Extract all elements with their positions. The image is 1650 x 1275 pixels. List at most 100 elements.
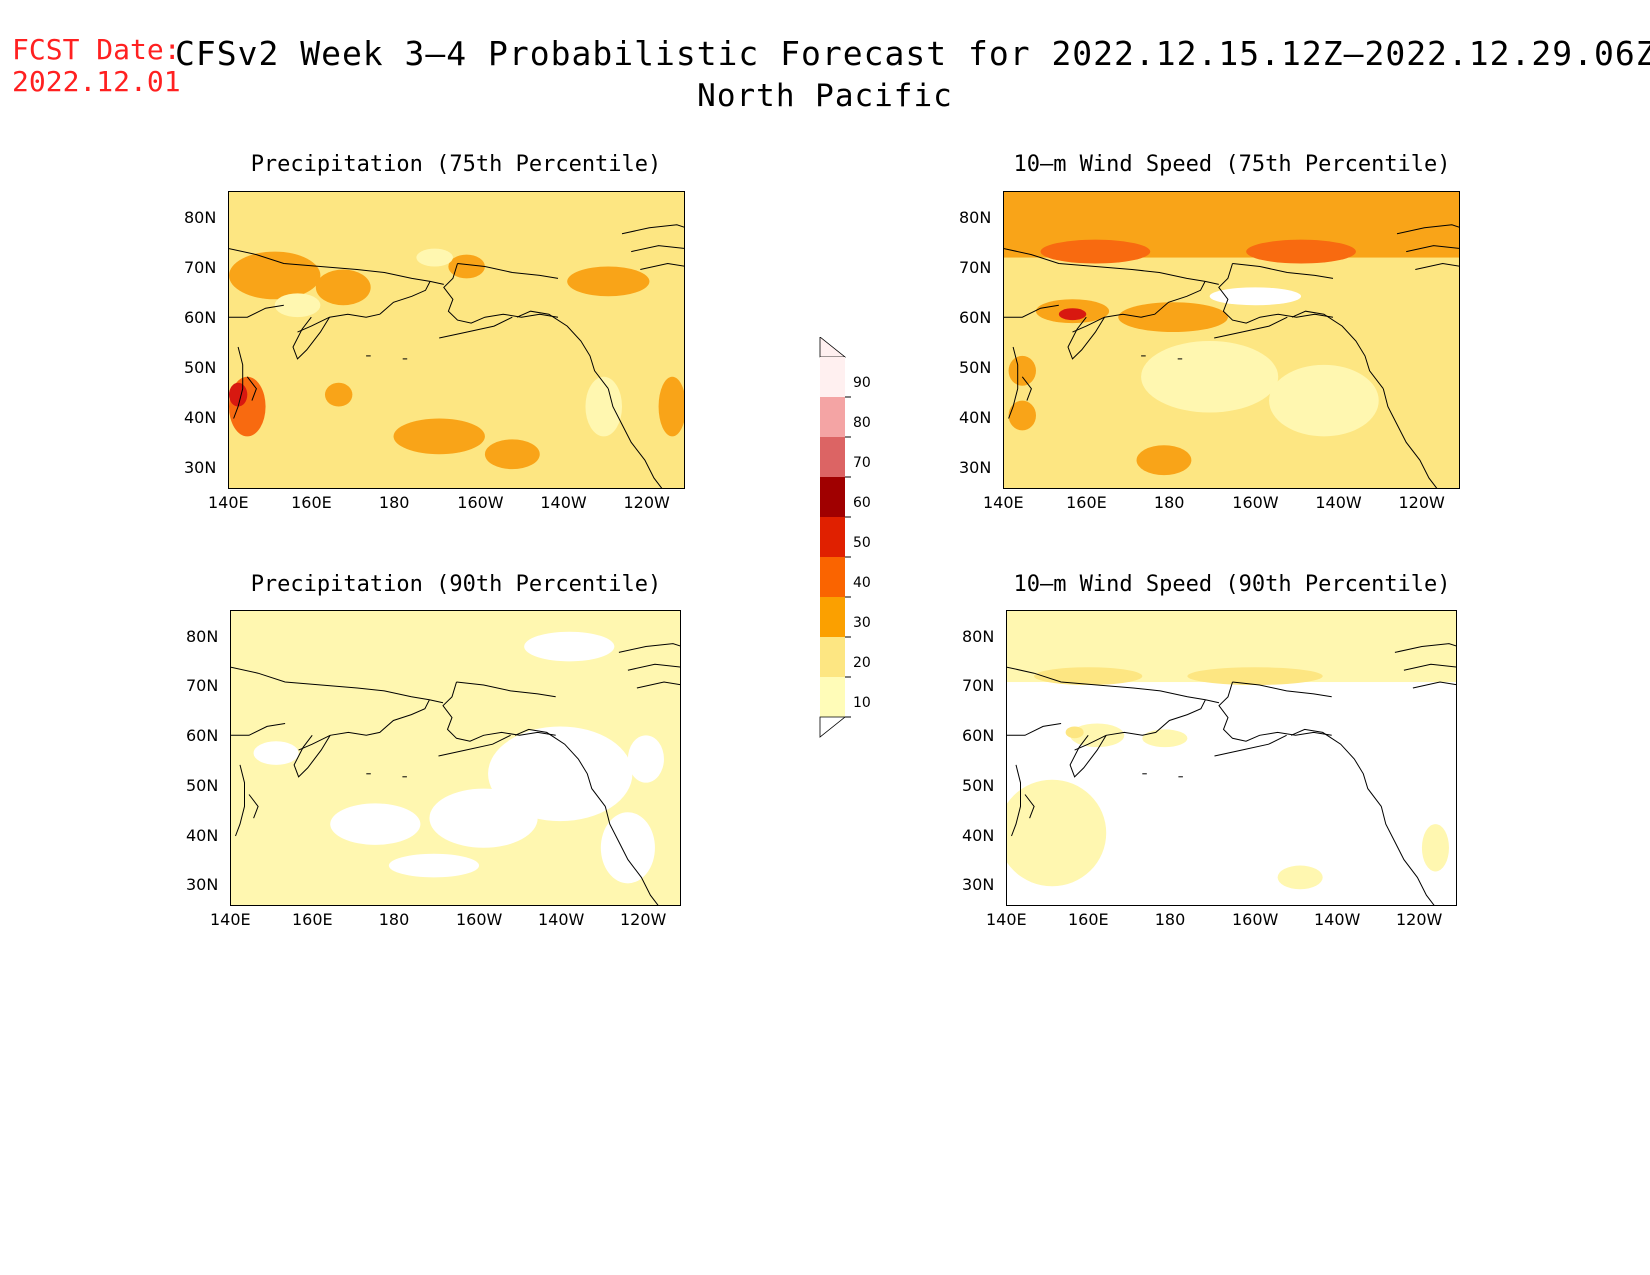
shaded-region <box>1209 287 1302 306</box>
lat-tick-label: 80N <box>186 626 219 646</box>
map-plot <box>1003 191 1460 489</box>
lat-tick-label: 30N <box>962 875 995 895</box>
map-plot <box>1006 610 1457 906</box>
colorbar-label: 10 <box>853 695 871 711</box>
coastline <box>438 734 511 757</box>
shaded-region <box>1277 865 1323 890</box>
page-title: CFSv2 Week 3–4 Probabilistic Forecast fo… <box>175 34 1650 73</box>
lon-tick-label: 140E <box>986 910 1027 929</box>
coastline <box>439 316 513 339</box>
coastline <box>1004 304 1059 318</box>
shaded-region <box>1142 729 1188 748</box>
colorbar-swatch <box>820 637 845 677</box>
lon-tick-label: 160E <box>292 910 333 929</box>
shaded-region <box>388 853 480 878</box>
coastline <box>1214 734 1287 757</box>
lon-tick-label: 160W <box>456 910 503 929</box>
lat-tick-label: 80N <box>959 207 992 227</box>
coastline <box>1007 723 1062 736</box>
lat-tick-label: 70N <box>962 676 995 696</box>
region-subtitle: North Pacific <box>697 78 953 114</box>
lat-tick-label: 40N <box>959 408 992 428</box>
lon-tick-label: 140E <box>208 493 249 512</box>
shaded-region <box>229 382 248 407</box>
lon-tick-label: 140W <box>1314 910 1361 929</box>
lon-tick-label: 140W <box>538 910 585 929</box>
coastline <box>604 806 659 905</box>
lon-tick-label: 180 <box>378 493 410 512</box>
lat-tick-label: 70N <box>959 257 992 277</box>
colorbar-label: 50 <box>853 535 871 551</box>
coastline <box>621 224 684 235</box>
panel-title: 10–m Wind Speed (90th Percentile) <box>1013 572 1451 597</box>
coastline <box>1406 245 1459 253</box>
shaded-region <box>429 788 538 848</box>
shaded-region <box>1008 400 1036 431</box>
panel-title: Precipitation (90th Percentile) <box>250 572 662 597</box>
colorbar-top-arrow <box>819 336 847 358</box>
coastline <box>457 263 559 279</box>
coastline <box>1415 262 1459 270</box>
coastline <box>231 666 444 704</box>
colorbar-bottom-arrow <box>819 716 847 738</box>
coastline <box>514 728 606 807</box>
shaded-region <box>1421 824 1449 872</box>
coastline <box>1218 681 1332 742</box>
lon-tick-label: 160E <box>1068 910 1109 929</box>
shaded-region <box>253 741 299 765</box>
lon-tick-label: 160W <box>457 493 504 512</box>
shaded-region <box>229 251 321 300</box>
coastline <box>297 281 431 333</box>
coastline <box>1214 316 1288 339</box>
coastline <box>1069 734 1107 778</box>
colorbar-label: 90 <box>853 375 871 391</box>
panel-title: Precipitation (75th Percentile) <box>250 152 662 177</box>
coastline <box>1232 681 1332 698</box>
coastline <box>1007 666 1220 704</box>
lat-tick-label: 50N <box>959 358 992 377</box>
shaded-region <box>1141 341 1279 413</box>
map-plot <box>228 191 685 489</box>
coastline <box>235 764 245 837</box>
forecast-date-label: FCST Date: <box>12 33 181 66</box>
shaded-region <box>324 382 353 407</box>
colorbar-graphic <box>819 336 851 738</box>
shaded-region <box>1007 779 1107 887</box>
forecast-date-value: 2022.12.01 <box>12 65 181 98</box>
coastline <box>233 346 244 419</box>
colorbar-swatch <box>820 477 845 517</box>
coastline <box>640 262 684 270</box>
lat-tick-label: 60N <box>186 726 219 746</box>
coastline <box>1412 681 1456 689</box>
panel-title: 10–m Wind Speed (75th Percentile) <box>1013 152 1451 177</box>
coastline <box>1403 663 1456 671</box>
lat-tick-label: 60N <box>184 307 217 327</box>
lon-tick-label: 160E <box>1066 493 1107 512</box>
lat-tick-label: 30N <box>184 458 217 478</box>
shaded-region <box>658 376 684 437</box>
coastline <box>1290 728 1382 807</box>
shaded-region <box>274 293 321 318</box>
lon-tick-label: 120W <box>1396 910 1443 929</box>
shaded-region <box>585 376 623 437</box>
colorbar-label: 60 <box>853 495 871 511</box>
coastline <box>229 304 284 318</box>
coastline <box>1396 224 1459 235</box>
coastline <box>229 248 444 285</box>
shaded-region <box>1040 239 1151 264</box>
shaded-region <box>1118 302 1228 333</box>
shaded-region <box>1246 239 1356 264</box>
coastline <box>627 663 680 671</box>
shaded-region <box>1034 667 1143 685</box>
shaded-region <box>627 735 664 783</box>
lon-tick-label: 160W <box>1232 493 1279 512</box>
shaded-region <box>1008 355 1036 386</box>
coastline <box>1394 643 1456 653</box>
lat-tick-label: 60N <box>962 726 995 746</box>
coastline <box>631 245 684 253</box>
coastline <box>1024 794 1035 819</box>
coastline <box>231 723 286 736</box>
colorbar: 90 80 70 60 50 40 30 20 10 <box>815 336 875 761</box>
lon-tick-label: 140W <box>540 493 587 512</box>
lat-tick-label: 50N <box>186 775 219 795</box>
